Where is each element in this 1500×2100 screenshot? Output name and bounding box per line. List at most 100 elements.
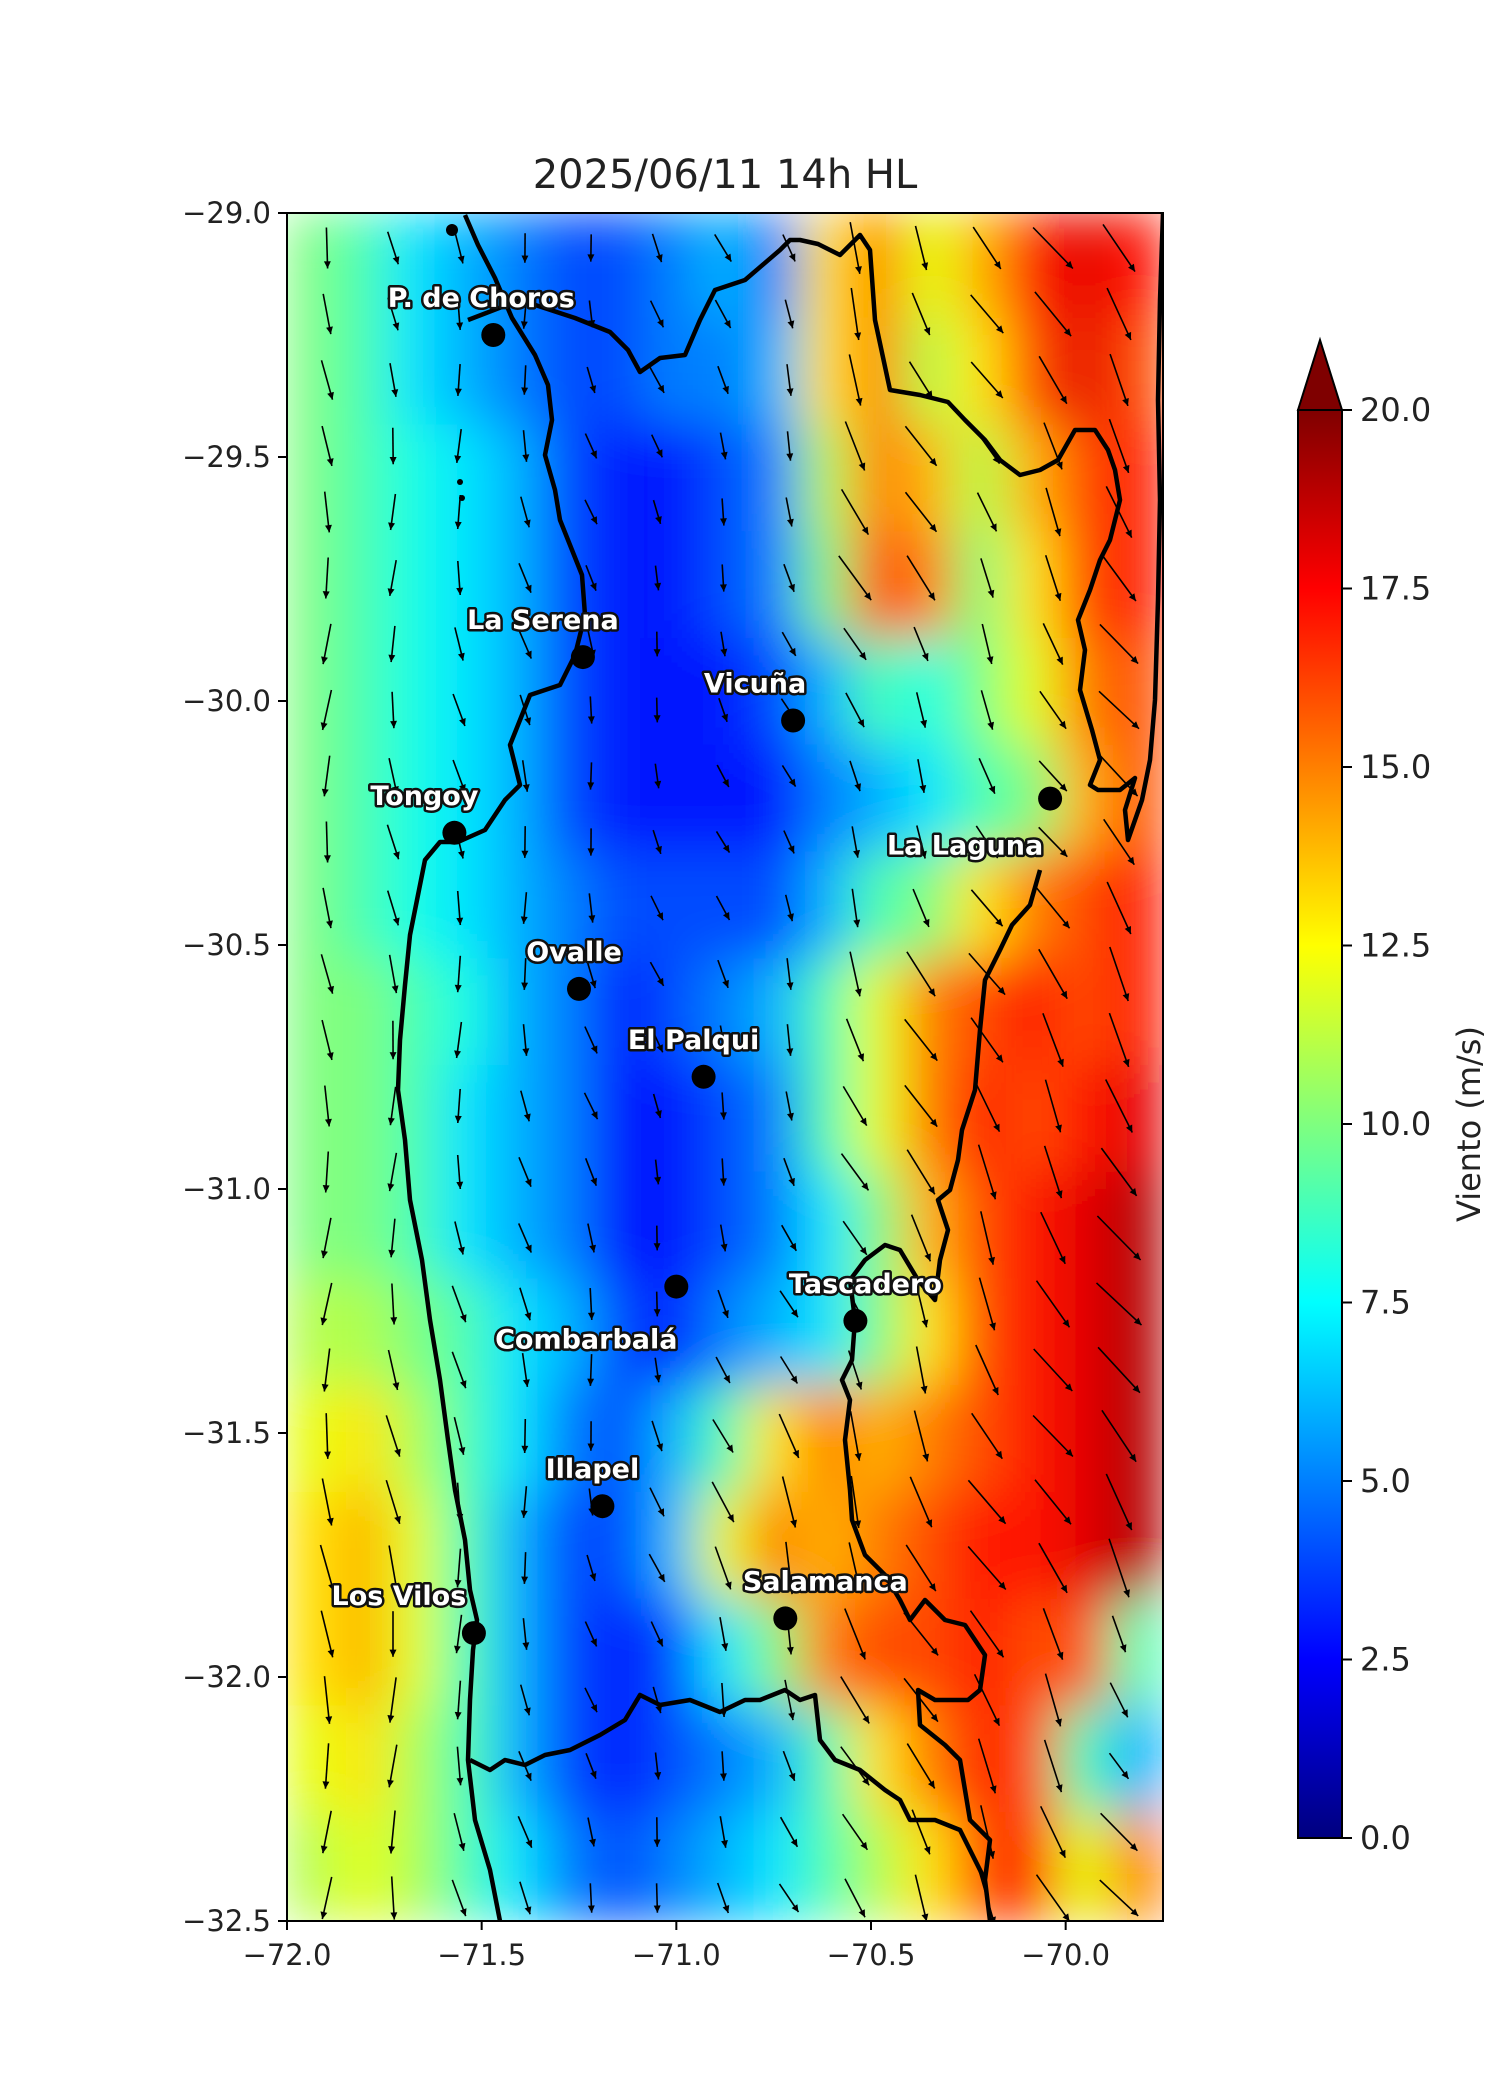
- field-cell: [491, 1492, 547, 1603]
- wind-arrow-head: [788, 1772, 796, 1781]
- wind-arrow-head: [790, 1375, 798, 1384]
- field-cell: [388, 1812, 444, 1921]
- wind-arrow-shaft: [910, 1214, 932, 1262]
- wind-arrow-head: [388, 1249, 396, 1258]
- wind-arrow-shaft: [1102, 223, 1136, 273]
- wind-arrow-head: [928, 988, 936, 997]
- wind-arrow-shaft: [849, 1411, 861, 1461]
- field-cell: [542, 1492, 599, 1603]
- wind-arrow-head: [929, 523, 937, 532]
- wind-arrow-head: [930, 1647, 939, 1656]
- wind-arrow-head: [321, 656, 328, 665]
- wind-arrow-head: [392, 917, 400, 926]
- wind-arrow-head: [655, 516, 662, 524]
- wind-arrow-head: [855, 988, 862, 997]
- city-label: La Serena: [467, 605, 619, 636]
- wind-arrow-head: [858, 462, 866, 471]
- y-tick-label: −30.0: [182, 684, 271, 718]
- wind-arrow-shaft: [914, 1874, 928, 1921]
- wind-arrow-head: [987, 721, 994, 730]
- wind-arrow-shaft: [970, 1017, 1004, 1063]
- field-cell: [594, 1385, 650, 1497]
- field-cell: [287, 1278, 341, 1390]
- wind-arrow-head: [724, 320, 731, 328]
- field-cell: [1109, 1705, 1163, 1817]
- wind-arrow-head: [998, 1581, 1006, 1590]
- wind-arrow-head: [1062, 920, 1070, 929]
- wind-arrow-head: [788, 1177, 795, 1186]
- field-cell: [697, 638, 753, 749]
- field-cell: [748, 531, 805, 643]
- wind-arrow-head: [995, 390, 1003, 398]
- wind-arrow-head: [325, 1716, 333, 1724]
- wind-arrow-head: [1054, 592, 1062, 601]
- wind-arrow-shaft: [972, 226, 1002, 270]
- colorbar-tick-label: 15.0: [1360, 748, 1431, 786]
- wind-arrow-head: [788, 1712, 795, 1721]
- field-cell: [594, 1598, 650, 1710]
- wind-arrow-head: [521, 982, 529, 990]
- wind-arrow-head: [722, 979, 729, 988]
- wind-arrow-head: [786, 388, 794, 396]
- wind-arrow-head: [719, 584, 727, 592]
- wind-arrow-shaft: [842, 1085, 868, 1127]
- field-cell: [800, 317, 856, 429]
- wind-arrow-shaft: [319, 1544, 335, 1592]
- wind-arrow-head: [1127, 856, 1135, 865]
- wind-arrow-shaft: [840, 1153, 870, 1191]
- field-cell: [594, 1278, 650, 1390]
- field-cell: [800, 531, 856, 643]
- field-cell: [645, 1385, 702, 1497]
- wind-arrow-head: [590, 450, 597, 459]
- wind-arrow-shaft: [978, 1871, 995, 1921]
- wind-arrow-head: [390, 1912, 398, 1920]
- field-cell: [645, 1598, 702, 1710]
- wind-arrow-head: [1060, 990, 1068, 999]
- wind-arrow-shaft: [980, 1805, 994, 1859]
- field-cell: [800, 1492, 856, 1603]
- wind-arrow-shaft: [1103, 818, 1135, 866]
- wind-arrow-shaft: [904, 491, 938, 533]
- field-cell: [851, 1065, 908, 1176]
- wind-arrow-shaft: [905, 1544, 937, 1592]
- field-cell: [954, 531, 1011, 643]
- wind-arrow-head: [525, 1839, 533, 1848]
- field-cell: [336, 958, 392, 1070]
- field-cell: [594, 1171, 650, 1283]
- colorbar-tick-label: 20.0: [1360, 391, 1431, 429]
- wind-arrow-head: [590, 1045, 598, 1054]
- x-tick-label: −70.5: [827, 1938, 916, 1972]
- wind-arrow-head: [456, 1777, 464, 1786]
- wind-arrow-head: [653, 715, 661, 723]
- wind-arrow-head: [789, 647, 796, 656]
- wind-arrow-shaft: [1043, 422, 1063, 470]
- wind-arrow-shaft: [323, 1676, 331, 1724]
- wind-arrow-shaft: [838, 555, 872, 601]
- field-cell: [697, 1171, 753, 1283]
- wind-arrow-head: [929, 457, 937, 466]
- field-cell: [287, 851, 341, 963]
- wind-arrow-head: [387, 1183, 395, 1192]
- wind-arrow-shaft: [778, 1413, 800, 1459]
- wind-arrow-head: [327, 391, 334, 400]
- wind-arrow-head: [327, 985, 334, 994]
- field-cell: [1057, 1705, 1114, 1817]
- colorbar-ticks: 0.0 2.5 5.0 7.5 10.0 12.5 15.0 17.5 20.0: [1342, 391, 1431, 1857]
- wind-arrow-head: [388, 522, 395, 530]
- wind-arrow-head: [522, 454, 530, 462]
- wind-arrow-head: [1063, 1516, 1071, 1525]
- wind-arrow-head: [922, 918, 930, 927]
- field-cell: [336, 1705, 392, 1817]
- wind-arrow-head: [454, 388, 462, 396]
- wind-arrow-shaft: [848, 354, 862, 406]
- city-label: Ovalle: [526, 937, 622, 968]
- colorbar-tick-label: 12.5: [1360, 927, 1431, 965]
- field-cell: [697, 1812, 753, 1921]
- field-cell: [1057, 1171, 1114, 1283]
- wind-arrow-head: [654, 1176, 662, 1185]
- wind-arrow-shaft: [1100, 1812, 1138, 1852]
- wind-arrow-head: [589, 980, 597, 989]
- field-cell: [287, 958, 341, 1070]
- wind-arrow-head: [864, 592, 872, 601]
